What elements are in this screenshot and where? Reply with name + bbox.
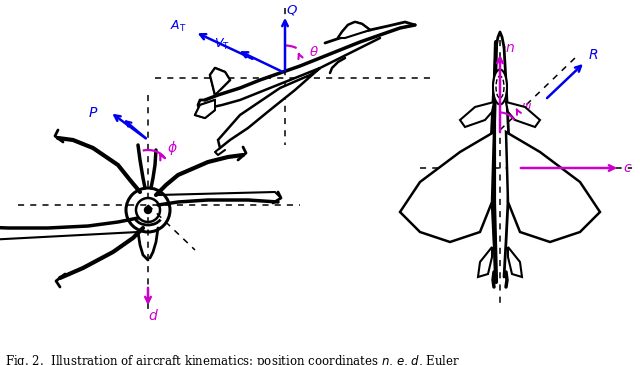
Polygon shape <box>460 102 494 127</box>
Polygon shape <box>210 68 230 95</box>
Text: $d$: $d$ <box>148 307 159 323</box>
Text: $Q$: $Q$ <box>286 3 298 17</box>
Text: $A_{\mathrm{T}}$: $A_{\mathrm{T}}$ <box>170 19 186 34</box>
Polygon shape <box>478 247 492 277</box>
Text: $c$: $c$ <box>623 161 633 175</box>
Polygon shape <box>218 68 320 148</box>
Polygon shape <box>338 22 370 38</box>
Text: Fig. 2.  Illustration of aircraft kinematics: position coordinates $n$, $e$, $d$: Fig. 2. Illustration of aircraft kinemat… <box>5 353 460 365</box>
Circle shape <box>145 207 152 214</box>
Text: $\phi$: $\phi$ <box>166 139 177 157</box>
Polygon shape <box>400 132 494 242</box>
Polygon shape <box>506 102 540 127</box>
Text: $n$: $n$ <box>505 41 515 55</box>
Text: $P$: $P$ <box>88 106 98 120</box>
Text: $\psi$: $\psi$ <box>520 101 531 115</box>
Text: angles $\phi$, $\theta$, $\psi$, speed $V_{\mathrm{T}}$, angular velocities $P$,: angles $\phi$, $\theta$, $\psi$, speed $… <box>5 363 430 365</box>
Ellipse shape <box>493 69 507 104</box>
Polygon shape <box>195 100 215 118</box>
Text: $R$: $R$ <box>588 48 598 62</box>
Text: $V_{\mathrm{T}}$: $V_{\mathrm{T}}$ <box>214 36 230 51</box>
Text: $\theta$: $\theta$ <box>309 45 319 59</box>
Polygon shape <box>508 247 522 277</box>
Polygon shape <box>506 132 600 242</box>
